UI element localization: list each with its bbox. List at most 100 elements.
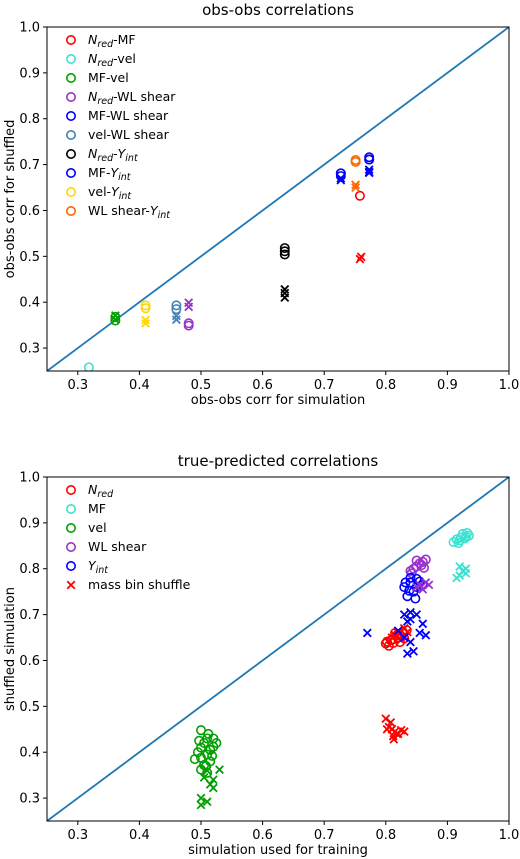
x-tick-label: 0.3 [67, 828, 88, 843]
legend-text: -vel [113, 51, 136, 66]
marker-cross [336, 175, 346, 185]
marker-circle [350, 155, 361, 166]
marker-circle [183, 318, 194, 329]
marker-circle [66, 560, 77, 571]
marker-circle [110, 311, 121, 322]
marker-circle [453, 538, 464, 549]
legend-label: Yint [88, 558, 109, 576]
y-axis-label: obs-obs corr for shuffled [3, 120, 18, 279]
diagonal-line [47, 27, 509, 371]
x-tick-label: 0.9 [437, 378, 458, 393]
x-axis-label: simulation used for training [188, 843, 368, 858]
marker-cross [402, 617, 412, 626]
legend-text: MF [88, 501, 106, 516]
marker-circle [66, 522, 77, 533]
legend-subscript: red [97, 58, 114, 69]
marker-circle [66, 484, 77, 495]
marker-circle [189, 754, 200, 765]
legend-label: MF-vel [88, 70, 129, 85]
legend-label: vel-Yint [88, 184, 132, 202]
legend-symbol: Y [111, 184, 120, 199]
marker-circle [171, 304, 182, 315]
x-tick-label: 0.6 [252, 828, 273, 843]
x-tick-label: 0.8 [375, 378, 396, 393]
y-tick-label: 0.6 [19, 654, 40, 669]
marker-circle [66, 187, 77, 198]
legend-label: Nred-WL shear [88, 89, 176, 107]
marker-cross [351, 183, 361, 192]
legend-text: vel [88, 520, 107, 535]
marker-cross [418, 619, 428, 629]
data-markers [189, 527, 474, 810]
y-tick-label: 0.5 [19, 250, 40, 265]
marker-cross [202, 766, 212, 775]
marker-cross [399, 633, 409, 642]
legend-subscript: int [125, 153, 139, 164]
marker-cross [382, 724, 392, 734]
x-tick-label: 0.4 [129, 378, 150, 393]
y-tick-label: 0.8 [19, 112, 40, 127]
y-tick-label: 0.6 [19, 204, 40, 219]
plot-frame [46, 476, 510, 822]
marker-cross [399, 610, 409, 620]
marker-circle [203, 728, 214, 739]
marker-circle [416, 560, 427, 571]
chart-title: obs-obs correlations [202, 1, 354, 19]
legend-symbol: Y [118, 146, 127, 161]
x-tick-label: 0.7 [314, 828, 335, 843]
legend-label: MF-WL shear [88, 108, 169, 123]
legend-subscript: red [97, 489, 114, 500]
marker-circle [207, 750, 218, 761]
legend-text: - [113, 146, 118, 161]
legend-label: Nred-MF [88, 32, 136, 50]
legend-label: WL shear-Yint [88, 203, 171, 221]
y-axis-label: shuffled simulation [3, 587, 18, 711]
marker-cross [110, 311, 120, 320]
marker-cross [199, 772, 209, 782]
legend-subscript: red [97, 96, 114, 107]
marker-cross [171, 315, 181, 325]
diagonal-line [47, 477, 509, 821]
marker-cross [208, 783, 218, 793]
marker-cross [412, 610, 422, 620]
marker-cross [412, 582, 422, 592]
y-tick-label: 0.9 [19, 516, 40, 531]
marker-cross [418, 584, 428, 594]
legend-symbol: N [88, 146, 98, 161]
legend-label: Nred-vel [88, 51, 136, 69]
marker-circle [66, 130, 77, 141]
x-tick-label: 0.4 [129, 828, 150, 843]
marker-circle [406, 568, 417, 579]
x-tick-label: 0.9 [437, 828, 458, 843]
marker-circle [140, 300, 151, 311]
legend-subscript: red [97, 39, 114, 50]
marker-circle [66, 503, 77, 514]
marker-cross [386, 717, 396, 727]
y-tick-label: 0.3 [19, 792, 40, 807]
chart-title: true-predicted correlations [178, 452, 379, 470]
marker-cross [402, 627, 412, 637]
legend-label: Nred-Yint [88, 146, 139, 164]
marker-circle [140, 303, 151, 314]
marker-circle [66, 541, 77, 552]
marker-circle [196, 742, 207, 753]
marker-cross [461, 568, 471, 578]
legend-label: MF [88, 501, 106, 516]
marker-circle [83, 362, 94, 371]
legend-symbol: N [88, 51, 98, 66]
legend-symbol: N [88, 89, 98, 104]
y-tick-label: 0.3 [19, 342, 40, 357]
y-tick-label: 1.0 [19, 471, 40, 486]
marker-cross [141, 315, 150, 325]
marker-cross [364, 165, 374, 175]
y-tick-label: 0.5 [19, 700, 40, 715]
marker-cross [409, 646, 418, 656]
y-tick-label: 0.7 [19, 158, 40, 173]
legend-label: Nred [88, 482, 114, 500]
data-markers [83, 152, 375, 371]
marker-cross [356, 252, 366, 262]
marker-circle [205, 744, 216, 755]
marker-cross [184, 298, 194, 308]
